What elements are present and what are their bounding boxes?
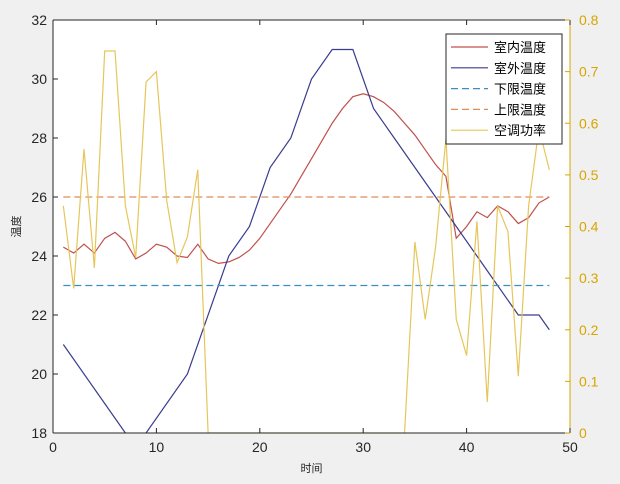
x-tick-label: 30 <box>355 439 371 455</box>
y-tick-label-right: 0.3 <box>579 270 599 286</box>
series-line-1 <box>62 48 550 433</box>
series-line-0 <box>63 93 550 264</box>
y-tick-label-left: 26 <box>31 189 47 205</box>
y-tick-label-left: 30 <box>31 71 47 87</box>
y-tick-label-left: 32 <box>31 12 47 28</box>
series-line-4 <box>62 50 550 433</box>
legend-label: 室内温度 <box>494 40 546 56</box>
x-axis-label: 时间 <box>301 462 323 475</box>
y-tick-label-left: 18 <box>31 425 47 441</box>
y-tick-label-right: 0.2 <box>579 322 599 338</box>
y-tick-label-left: 22 <box>31 307 47 323</box>
x-tick-label: 20 <box>252 439 268 455</box>
y-tick-label-right: 0.6 <box>579 115 599 131</box>
y-tick-label-right: 0.4 <box>579 219 599 235</box>
axes: 0 10 20 30 40 50 18 20 22 24 26 28 30 32 0 0.1 0.2 0.3 0.4… <box>9 12 599 475</box>
y-tick-label-right: 0.1 <box>579 373 599 389</box>
legend-label: 空调功率 <box>494 123 546 139</box>
y-tick-label-right: 0.7 <box>579 64 599 80</box>
legend-label: 室外温度 <box>494 61 546 77</box>
y-tick-label-right: 0.8 <box>579 12 599 28</box>
y-tick-label-left: 20 <box>31 366 47 382</box>
x-tick-label: 0 <box>49 439 57 455</box>
x-tick-label: 40 <box>459 439 475 455</box>
x-tick-label: 10 <box>149 439 165 455</box>
legend-label: 上限温度 <box>494 102 546 118</box>
y-tick-label-right: 0.5 <box>579 167 599 183</box>
legend-label: 下限温度 <box>494 82 546 98</box>
y-axis-label-left: 温度 <box>9 216 23 238</box>
x-tick-label: 50 <box>562 439 578 455</box>
y-tick-label-right: 0 <box>579 425 587 441</box>
y-tick-label-left: 24 <box>31 248 47 264</box>
y-tick-label-left: 28 <box>31 130 47 146</box>
series-lines <box>62 48 550 433</box>
